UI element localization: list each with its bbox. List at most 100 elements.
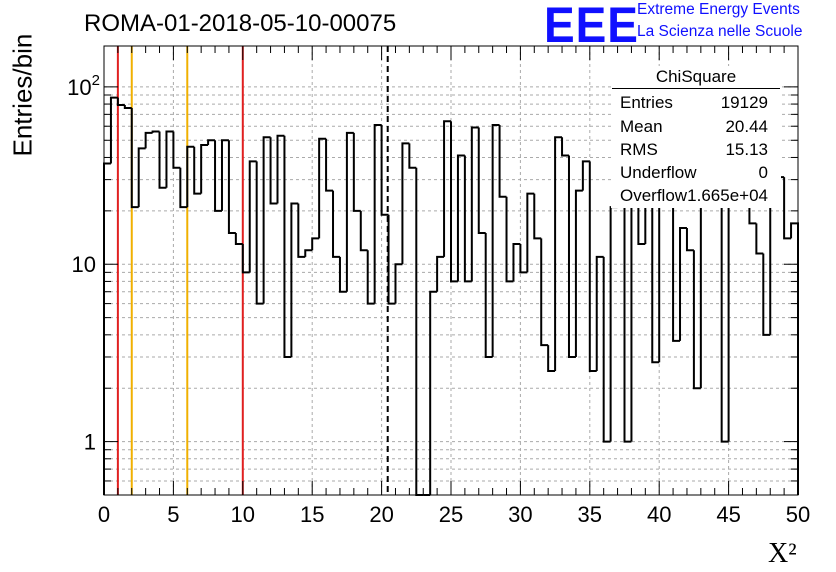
histogram-bin [567,155,576,358]
stats-box: ChiSquare Entries 19129 Mean 20.44 RMS 1… [611,66,781,208]
histogram-bin [165,130,174,188]
histogram-bin [623,155,632,443]
histogram-bin [123,105,132,110]
histogram-bin [685,228,694,252]
histogram-bin [276,134,285,204]
histogram-bin [304,249,313,257]
histogram-bin [262,136,271,304]
histogram-bin [561,137,569,157]
histogram-bin [484,233,493,358]
histogram-bin [769,199,778,335]
histogram-bin [338,256,347,293]
x-tick-label: 15 [300,502,324,527]
histogram-bin [401,142,410,265]
stats-value: 20.44 [725,117,768,136]
histogram-bin [103,162,111,495]
histogram-bin [109,96,118,164]
y-axis-ticks: 1 10 102 [67,72,100,455]
histogram-bin [443,120,451,257]
histogram-bin [519,244,528,274]
histogram-bin [332,190,340,258]
histogram-bin [470,126,479,282]
x-tick-label: 50 [786,502,810,527]
x-tick-label: 25 [439,502,463,527]
histogram-bin [387,214,396,305]
x-tick-label: 40 [647,502,671,527]
histogram-bin [283,135,292,358]
logo-line-1: Extreme Energy Events [637,1,800,18]
stats-value: 15.13 [725,140,768,159]
stats-value: 0 [758,163,768,182]
histogram-bin [137,147,146,208]
histogram-bin [526,192,535,273]
histogram-bin [450,121,458,283]
x-axis-ticks: 0 5 10 15 20 25 30 35 40 45 50 [98,502,810,527]
stats-key: Underflow [620,163,697,182]
histogram-bin [207,139,216,146]
histogram-bin [186,145,195,208]
histogram-bin [311,237,320,251]
x-tick-label: 35 [578,502,602,527]
histogram-bin [505,196,514,283]
logo-line-2: La Scienza nelle Scuole [637,23,803,40]
histogram-bin [679,227,687,341]
histogram-bin [588,161,597,373]
stats-key: Entries [620,93,673,112]
histogram-bin [540,238,549,347]
histogram-bin [574,189,583,357]
histogram-bin [554,136,563,372]
histogram-bin [366,250,375,305]
x-tick-label: 30 [508,502,532,527]
histogram-bin [595,255,604,372]
histogram-bin [547,345,556,373]
histogram-bin [477,127,486,235]
stats-key: RMS [620,140,658,159]
histogram-bin [727,186,736,442]
histogram-bin [783,177,792,240]
stats-row-overflow: Overflow 1.665e+04 [620,186,776,208]
histogram-bin [380,124,389,216]
histogram-bin [345,131,354,292]
histogram-bin [651,177,660,364]
histogram-bin [269,137,278,205]
histogram-bin [373,123,382,304]
histogram-bin [415,167,424,496]
histogram-bin [151,130,160,133]
histogram-bin [436,255,445,292]
histogram-bin [234,233,243,246]
histogram-bin [762,253,771,336]
histogram-bin [193,146,202,195]
histogram-bin [255,161,264,305]
histogram-bin [394,263,403,304]
histogram-bin [172,131,181,169]
y-tick-label: 102 [67,72,100,100]
histogram-bin [220,139,229,211]
stats-divider [612,88,780,89]
y-tick-label: 1 [84,430,96,455]
histogram-bin [533,193,542,240]
stats-title: ChiSquare [655,67,737,86]
histogram-bin [116,97,125,107]
histogram-bin [429,290,438,495]
histogram-bin [581,160,590,191]
histogram-bin [692,250,701,390]
histogram-bin [227,140,236,235]
stats-key: Mean [620,117,663,136]
x-tick-label: 45 [716,502,740,527]
stats-key: Overflow [620,186,688,205]
eee-logo-mark: EEE [544,0,639,53]
histogram-bin [158,131,167,189]
x-tick-label: 20 [369,502,393,527]
histogram-bin [144,131,153,149]
histogram-bin [297,203,306,258]
histogram-bin [290,202,299,357]
histogram-bin [179,167,188,209]
histogram-bin [658,202,667,363]
x-tick-label: 10 [231,502,255,527]
histogram-bin [214,140,222,212]
run-title: ROMA-01-2018-05-10-00075 [84,10,397,37]
histogram-bin [325,138,334,192]
stats-value: 19129 [720,93,768,112]
histogram-bin [352,132,361,212]
histogram-bin [359,210,368,252]
